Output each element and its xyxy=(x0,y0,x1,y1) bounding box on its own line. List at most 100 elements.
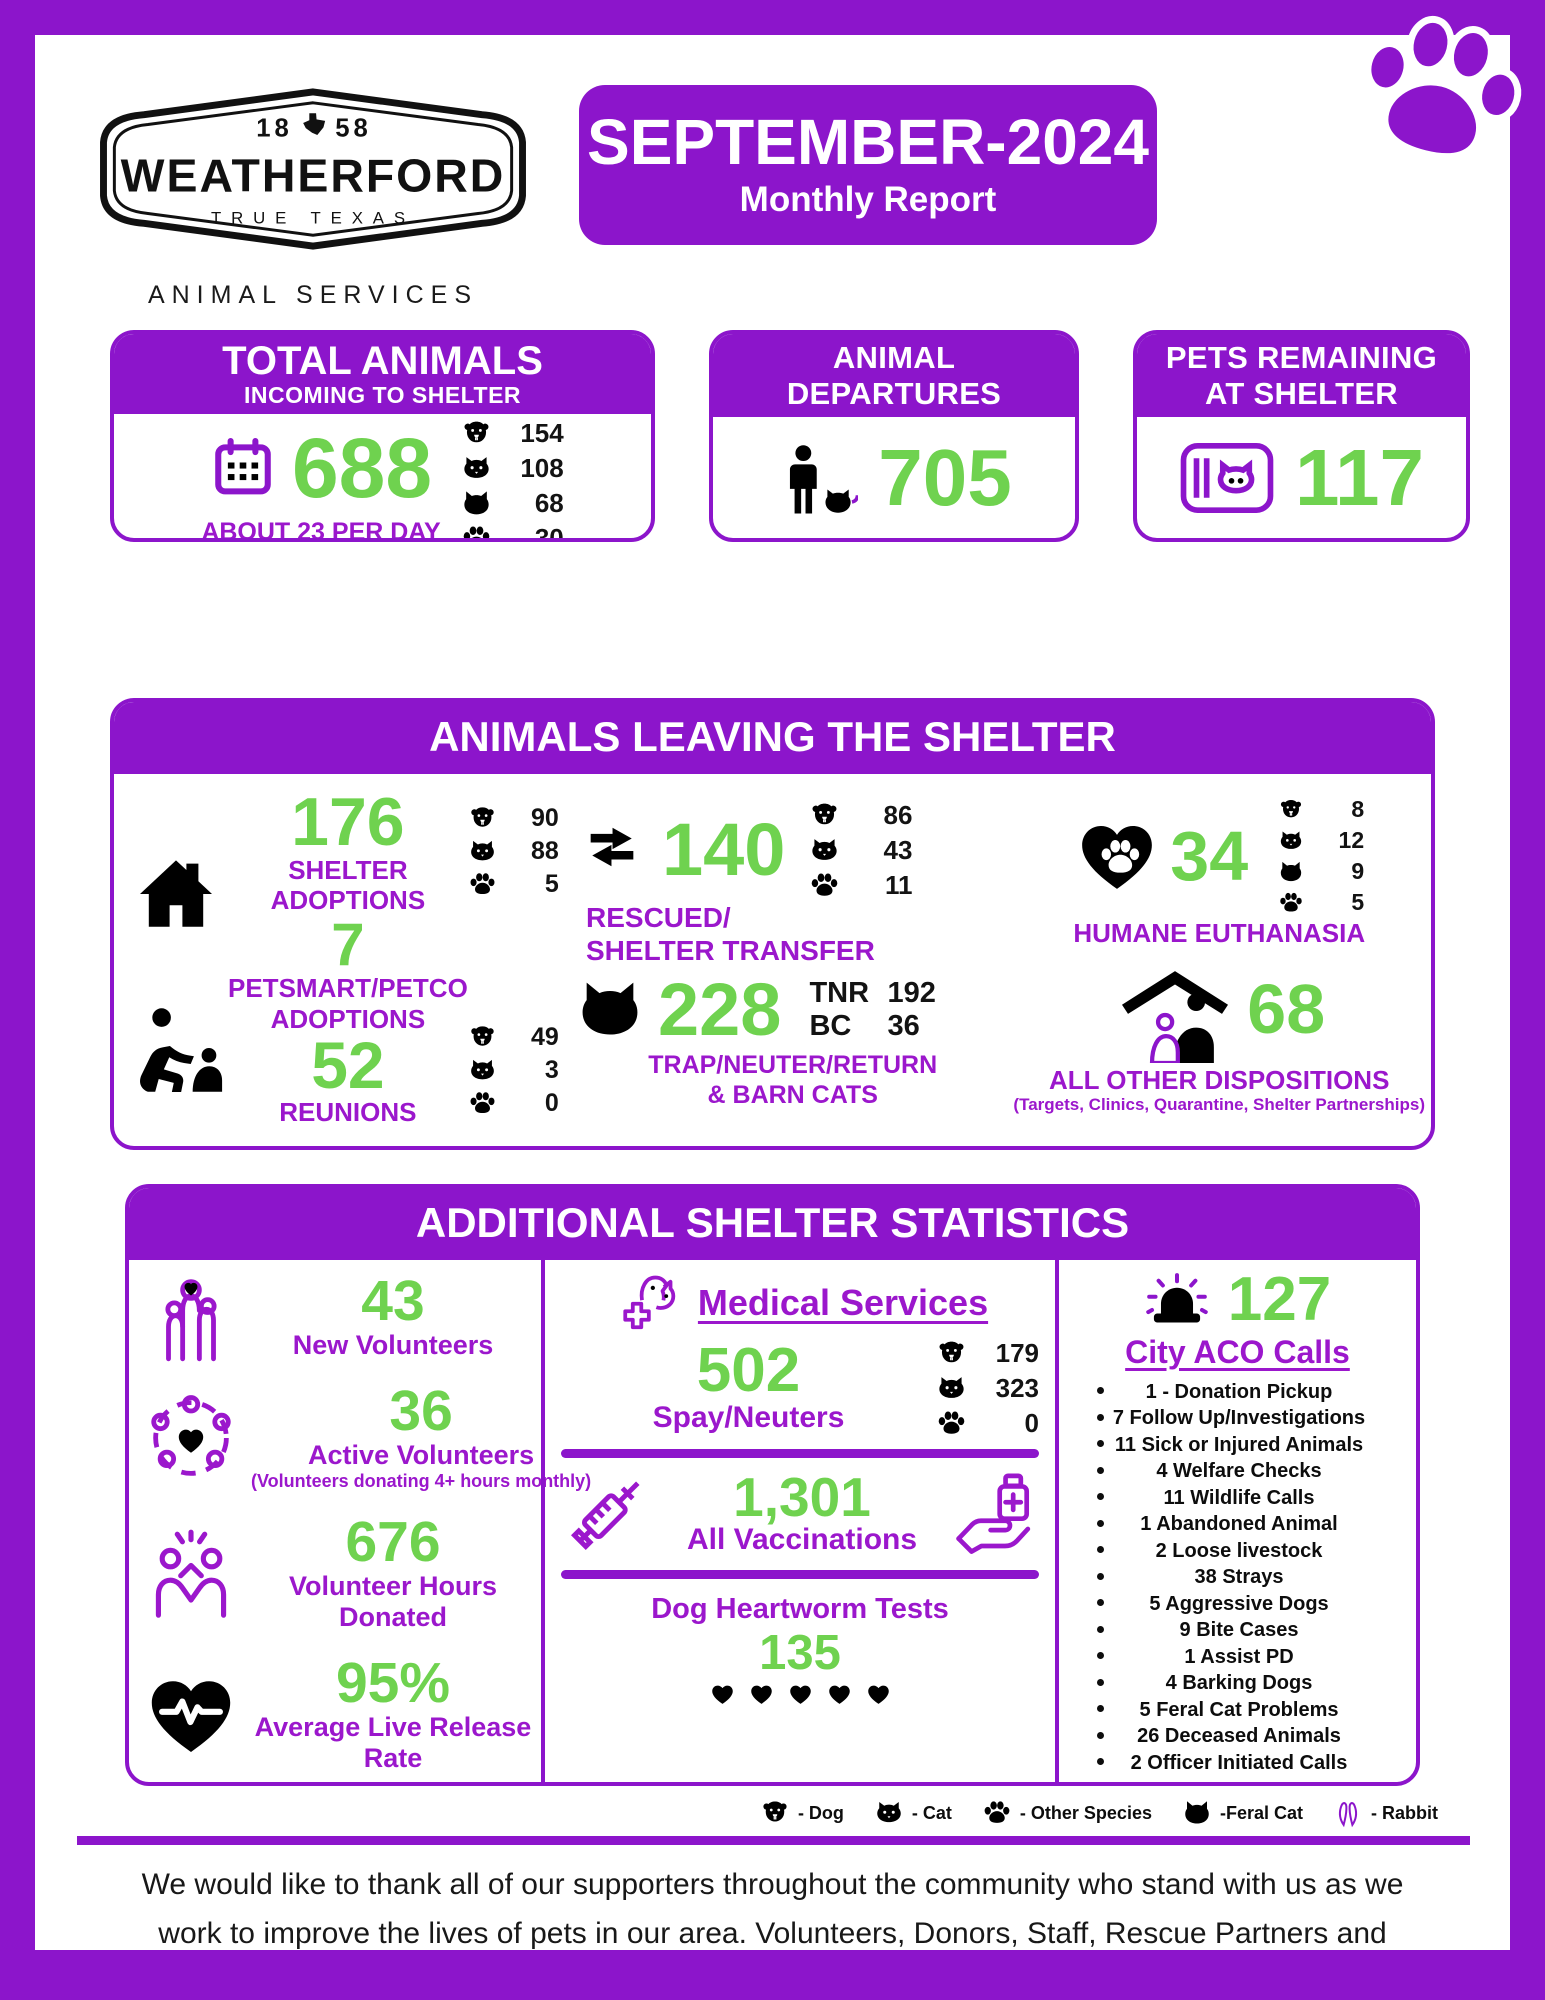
aco-list: 1 - Donation Pickup 7 Follow Up/Investig… xyxy=(1067,1379,1408,1777)
logo-tagline: TRUE TEXAS xyxy=(211,208,415,227)
new-volunteers-value: 43 xyxy=(361,1268,425,1333)
logo-year-left: 18 xyxy=(256,114,292,142)
cat-count: 323 xyxy=(995,1372,1039,1403)
leaving-right-column: 34 8 12 9 5 HUMANE EUTHANASIA 68 ALL OTH xyxy=(1013,790,1425,1128)
pets-under-roof-icon xyxy=(1113,957,1237,1063)
volunteer-stat: 36 Active Volunteers (Volunteers donatin… xyxy=(143,1383,591,1492)
spay-counts: 179 323 0 xyxy=(936,1338,1039,1439)
texas-icon xyxy=(303,113,326,136)
cat-count: 108 xyxy=(520,453,564,483)
other-count: 0 xyxy=(544,1088,559,1117)
vet-pets-icon xyxy=(612,1270,688,1336)
pet-bed-icon xyxy=(1179,440,1275,516)
cat-count: 12 xyxy=(1338,827,1365,853)
heart-pulse-icon xyxy=(143,1670,239,1760)
cat-icon xyxy=(1278,828,1304,854)
incoming-box: TOTAL ANIMALS INCOMING TO SHELTER 688 AB… xyxy=(110,330,656,542)
aco-list-item: 26 Deceased Animals xyxy=(1067,1723,1408,1750)
rescued-counts: 86 43 11 xyxy=(809,800,912,901)
incoming-value: 688 xyxy=(291,420,433,515)
cat-icon xyxy=(461,453,492,484)
dog-count: 8 xyxy=(1351,796,1365,822)
aco-heading: City ACO Calls xyxy=(1125,1333,1350,1370)
aco-list-item: 5 Feral Cat Problems xyxy=(1067,1697,1408,1724)
volunteer-hours-value: 676 xyxy=(345,1510,441,1575)
departures-value: 705 xyxy=(878,432,1012,522)
euthanasia-value: 34 xyxy=(1170,816,1249,895)
petsmart-value: 7 xyxy=(331,910,365,978)
petsmart-label-1: PETSMART/PETCO xyxy=(228,972,468,1003)
incoming-header: TOTAL ANIMALS INCOMING TO SHELTER xyxy=(114,334,652,414)
dog-count: 90 xyxy=(530,804,559,832)
count-row: 108 xyxy=(461,453,564,484)
shelter-adoptions-value: 176 xyxy=(291,784,405,860)
stats-body: 43 New Volunteers 36 Active Volunteers (… xyxy=(129,1259,1416,1783)
divider xyxy=(561,1448,1039,1458)
dog-icon xyxy=(468,1023,497,1052)
legend-label: - Dog xyxy=(797,1802,844,1823)
leaving-section: ANIMALS LEAVING THE SHELTER 176 SHELTER … xyxy=(110,698,1435,1150)
siren-icon xyxy=(1144,1270,1210,1332)
legend-label: -Feral Cat xyxy=(1219,1802,1303,1823)
other-count: 5 xyxy=(544,870,559,898)
house-icon xyxy=(124,846,228,942)
aco-column: 127 City ACO Calls 1 - Donation Pickup 7… xyxy=(1059,1260,1416,1783)
aco-list-item: 2 Loose livestock xyxy=(1067,1538,1408,1565)
reunions-counts: 49 3 0 xyxy=(468,1023,572,1118)
live-release-label: Average Live Release Rate xyxy=(254,1712,532,1774)
leaving-left-column: 176 SHELTER ADOPTIONS 7 PETSMART/PETCO A… xyxy=(124,784,572,1128)
report-canvas: 18 58 WEATHERFORD TRUE TEXAS ANIMAL SERV… xyxy=(35,35,1510,1950)
weatherford-logo: 18 58 WEATHERFORD TRUE TEXAS ANIMAL SERV… xyxy=(77,85,549,310)
active-volunteers-value: 36 xyxy=(389,1379,453,1444)
shelter-adoptions-label: SHELTER ADOPTIONS xyxy=(270,854,426,916)
remaining-body: 117 xyxy=(1137,417,1466,538)
header: 18 58 WEATHERFORD TRUE TEXAS ANIMAL SERV… xyxy=(77,85,1470,310)
other-count: 0 xyxy=(1024,1407,1039,1438)
transfer-arrows-icon xyxy=(572,819,652,883)
title-banner: SEPTEMBER-2024 Monthly Report xyxy=(579,85,1157,245)
tnr-count: 192 xyxy=(887,977,936,1010)
hand-vaccine-icon xyxy=(951,1470,1039,1558)
remaining-value: 117 xyxy=(1294,432,1425,522)
medical-heading: Medical Services xyxy=(697,1281,989,1323)
horizontal-rule xyxy=(77,1836,1470,1846)
dog-icon xyxy=(760,1798,790,1828)
paw-decoration-icon xyxy=(1364,15,1522,160)
shelter-adoptions-counts: 90 88 5 xyxy=(468,804,572,899)
volunteers-column: 43 New Volunteers 36 Active Volunteers (… xyxy=(129,1260,591,1783)
paw-icon xyxy=(468,870,497,899)
paw-icon xyxy=(982,1798,1012,1828)
summary-row: TOTAL ANIMALS INCOMING TO SHELTER 688 AB… xyxy=(110,330,1470,542)
report-subtitle: Monthly Report xyxy=(739,180,997,219)
dog-icon xyxy=(1278,797,1304,823)
other-dispositions-sublabel: (Targets, Clinics, Quarantine, Shelter P… xyxy=(1013,1095,1425,1115)
cat-count: 88 xyxy=(530,837,559,865)
aco-list-item: 4 Welfare Checks xyxy=(1067,1458,1408,1485)
legend-label: - Rabbit xyxy=(1371,1802,1438,1823)
bc-key: BC xyxy=(809,1010,852,1043)
count-row: 30 xyxy=(461,523,564,538)
departures-header: ANIMAL DEPARTURES xyxy=(713,334,1075,418)
reunions-value: 52 xyxy=(311,1028,385,1103)
feral-cat-icon xyxy=(1278,859,1304,885)
aco-list-item: 38 Strays xyxy=(1067,1564,1408,1591)
leaving-title: ANIMALS LEAVING THE SHELTER xyxy=(114,702,1431,774)
vaccinations-label: All Vaccinations xyxy=(686,1522,918,1556)
heartworm-label: Dog Heartworm Tests xyxy=(651,1592,949,1625)
dog-icon xyxy=(936,1338,967,1369)
logo-name: WEATHERFORD xyxy=(121,150,506,202)
bc-count: 36 xyxy=(887,1010,920,1043)
cat-icon xyxy=(809,835,840,866)
departures-box: ANIMAL DEPARTURES 705 xyxy=(709,330,1079,542)
logo-year-right: 58 xyxy=(335,114,371,142)
legend-item: - Other Species xyxy=(982,1798,1152,1828)
legend-item: - Rabbit xyxy=(1333,1798,1438,1828)
syringe-icon xyxy=(561,1468,653,1560)
aco-list-item: 7 Follow Up/Investigations xyxy=(1067,1405,1408,1432)
paw-icon xyxy=(1278,890,1304,916)
aco-list-item: 4 Barking Dogs xyxy=(1067,1670,1408,1697)
divider xyxy=(561,1569,1039,1579)
incoming-species-counts: 154 108 68 30 xyxy=(461,418,564,538)
departures-title: ANIMAL DEPARTURES xyxy=(786,340,1002,411)
